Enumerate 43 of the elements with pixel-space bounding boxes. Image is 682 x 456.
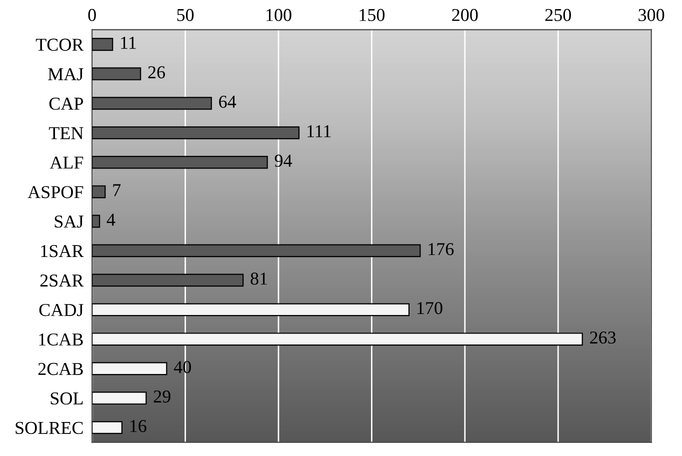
y-tick-label: 1SAR <box>41 245 84 258</box>
bar <box>92 185 106 198</box>
x-tick-label: 150 <box>360 8 385 22</box>
data-label: 94 <box>274 154 292 167</box>
data-label: 29 <box>154 390 170 403</box>
data-label: 176 <box>428 243 454 256</box>
x-tick-label: 0 <box>88 8 96 22</box>
y-tick-label: 2SAR <box>40 274 84 287</box>
y-tick-label: TEN <box>48 127 84 140</box>
y-tick-label: ALF <box>50 156 84 169</box>
x-tick-label: 200 <box>452 8 478 22</box>
bar <box>92 214 100 228</box>
bar <box>92 67 142 80</box>
data-label: 170 <box>418 302 442 314</box>
data-label: 64 <box>219 96 236 108</box>
x-tick-label: 300 <box>638 8 664 22</box>
x-tick-label: 50 <box>177 8 194 22</box>
x-tick-label: 250 <box>545 8 571 22</box>
y-tick-label: SOLREC <box>16 422 83 434</box>
y-tick-label: CAP <box>49 98 84 110</box>
x-tick-label: 100 <box>266 8 292 22</box>
data-label: 263 <box>590 332 616 344</box>
bar <box>92 156 268 169</box>
bar <box>92 38 114 51</box>
y-tick-label: MAJ <box>48 68 84 80</box>
y-tick-label: 2CAB <box>38 362 83 376</box>
data-label: 11 <box>121 36 136 49</box>
bar <box>92 274 244 287</box>
bar <box>92 244 421 258</box>
data-label: 16 <box>130 420 146 432</box>
bar <box>92 96 212 110</box>
data-label: 111 <box>308 125 331 138</box>
data-label: 4 <box>106 214 116 226</box>
y-tick-label: SOL <box>50 392 83 405</box>
y-tick-label: 1CAB <box>39 333 83 346</box>
data-label: 81 <box>250 272 267 285</box>
data-label: 26 <box>148 66 165 78</box>
data-label: 7 <box>113 184 121 196</box>
y-tick-label: TCOR <box>36 38 84 51</box>
bar <box>92 126 300 140</box>
y-tick-label: ASPOF <box>28 186 84 198</box>
y-tick-label: SAJ <box>54 216 84 228</box>
y-tick-label: CADJ <box>39 304 84 316</box>
